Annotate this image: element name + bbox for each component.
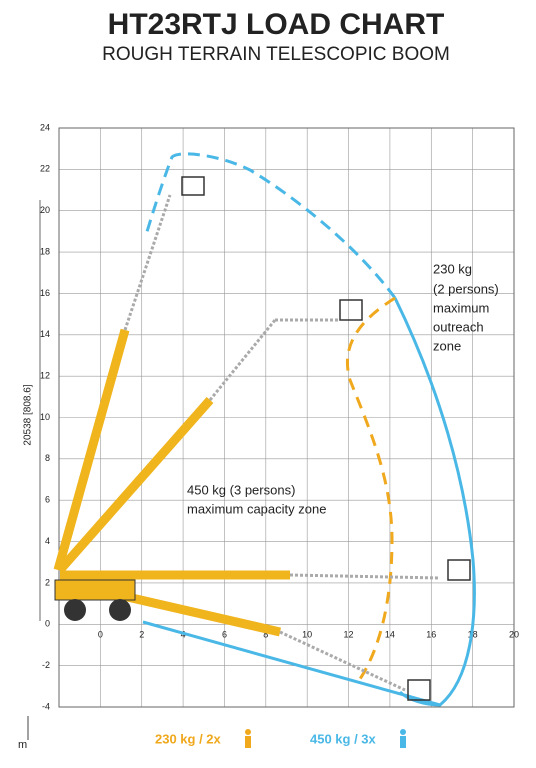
annotation-line: 450 kg (3 persons) [187, 482, 295, 497]
y-tick-label: 16 [40, 288, 50, 298]
y-tick-label: 10 [40, 412, 50, 422]
legend-icon-head [400, 729, 406, 735]
legend: 230 kg / 2x 450 kg / 3x [155, 729, 406, 748]
legend-icon-body [245, 736, 251, 748]
wheel [64, 599, 86, 621]
wheel [109, 599, 131, 621]
legend-label: 230 kg / 2x [155, 731, 222, 746]
height-label: 20538 [808.6] [23, 384, 34, 445]
x-tick-label: 14 [385, 630, 395, 640]
x-tick-label: 8 [263, 630, 268, 640]
legend-icon-head [245, 729, 251, 735]
x-tick-label: 6 [222, 630, 227, 640]
boom-low-ext [279, 630, 406, 692]
y-tick-label: 12 [40, 371, 50, 381]
boom-mid-ext [208, 319, 277, 401]
y-tick-label: 22 [40, 164, 50, 174]
y-tick-label: 8 [45, 453, 50, 463]
x-tick-label: 2 [139, 630, 144, 640]
y-tick-label: 14 [40, 329, 50, 339]
basket [447, 559, 471, 581]
envelope-450-solid [142, 297, 476, 707]
boom-horizontal-ext [289, 573, 441, 580]
annotation-line: (2 persons) [433, 281, 499, 296]
chassis [54, 579, 136, 601]
y-tick-label: 20 [40, 205, 50, 215]
annotation-outreach: 230 kg (2 persons) maximum outreach zone [433, 261, 499, 353]
annotation-line: maximum capacity zone [187, 501, 326, 516]
basket [407, 679, 431, 701]
unit-label: m [18, 739, 27, 751]
y-tick-label: -4 [42, 701, 50, 711]
y-tick-label: 0 [45, 619, 50, 629]
x-tick-label: 16 [426, 630, 436, 640]
subtitle: ROUGH TERRAIN TELESCOPIC BOOM [102, 44, 450, 65]
basket [339, 299, 363, 321]
title: HT23RTJ LOAD CHART [108, 8, 445, 41]
envelope-450-dashed [144, 152, 397, 299]
y-tick-label: 18 [40, 246, 50, 256]
y-tick-label: 2 [45, 577, 50, 587]
x-tick-label: 10 [302, 630, 312, 640]
x-tick-label: 12 [344, 630, 354, 640]
grid: 0 2 4 6 8 10 12 14 16 18 20-4-20246810121416182022… [40, 122, 519, 711]
y-tick-label: 4 [45, 536, 50, 546]
booms [53, 176, 471, 701]
legend-label: 450 kg / 3x [310, 731, 377, 746]
basket [181, 176, 205, 196]
boom-high-ext [123, 194, 172, 331]
annotation-capacity: 450 kg (3 persons) maximum capacity zone [187, 482, 326, 516]
x-tick-label: 0 [98, 630, 103, 640]
y-tick-label: 24 [40, 122, 50, 132]
plot-frame [58, 127, 515, 708]
y-tick-label: 6 [45, 495, 50, 505]
boom-high [53, 328, 130, 572]
legend-icon-body [400, 736, 406, 748]
boom-mid [56, 397, 214, 573]
annotation-line: outreach [433, 319, 484, 334]
annotation-line: zone [433, 338, 461, 353]
envelope-450-tail [398, 690, 441, 707]
annotation-line: 230 kg [433, 261, 472, 276]
y-tick-label: -2 [42, 660, 50, 670]
annotation-line: maximum [433, 300, 489, 315]
